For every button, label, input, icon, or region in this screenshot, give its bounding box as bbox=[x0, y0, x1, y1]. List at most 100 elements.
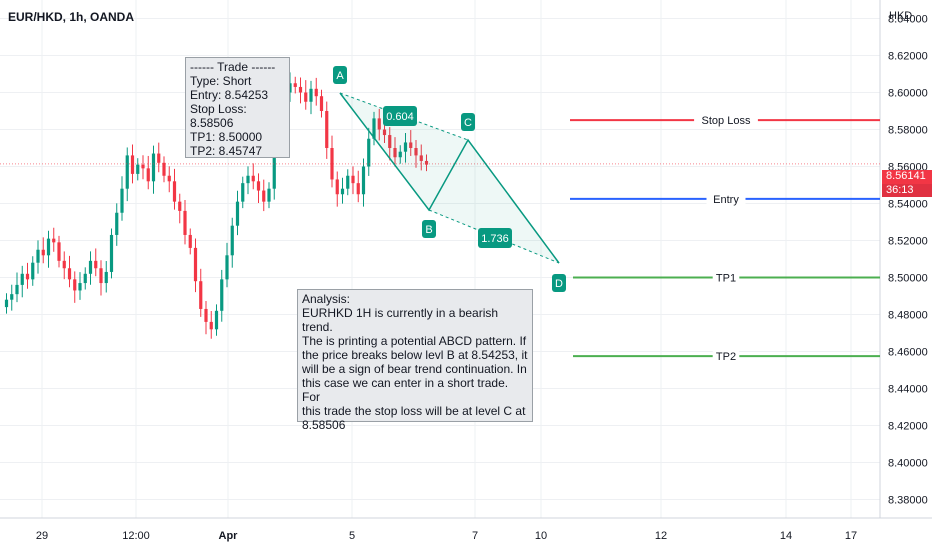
ratio-badge bbox=[478, 228, 512, 248]
ratio-badge bbox=[383, 106, 417, 126]
candle-body bbox=[178, 201, 182, 211]
candle-body bbox=[188, 234, 192, 248]
point-label-B: B bbox=[425, 224, 432, 236]
x-tick-label: 12 bbox=[655, 530, 667, 542]
x-tick-label: Apr bbox=[219, 530, 239, 542]
point-label-C: C bbox=[464, 117, 472, 129]
candle-body bbox=[335, 179, 339, 195]
candle-body bbox=[199, 281, 203, 309]
candle-body bbox=[115, 212, 119, 235]
y-tick-label: 8.62000 bbox=[888, 51, 928, 63]
candle-body bbox=[214, 310, 219, 330]
candle-body bbox=[393, 148, 397, 158]
candle-body bbox=[356, 183, 360, 195]
candle-body bbox=[267, 188, 271, 202]
bd-dashed bbox=[428, 209, 560, 264]
candle-body bbox=[57, 242, 61, 261]
abcd-path bbox=[339, 92, 560, 264]
candle-body bbox=[104, 271, 108, 284]
candle-body bbox=[25, 273, 30, 280]
point-label-A: A bbox=[336, 70, 344, 82]
ratio-label: 1.736 bbox=[481, 233, 509, 245]
x-tick-label: 12:00 bbox=[122, 530, 150, 542]
level-label-tp2: TP2 bbox=[716, 351, 736, 363]
candle-body bbox=[88, 260, 93, 274]
point-badge-D bbox=[552, 274, 566, 292]
point-label-D: D bbox=[555, 278, 563, 290]
candle-body bbox=[20, 273, 24, 285]
candle-body bbox=[220, 279, 224, 311]
candle-body bbox=[298, 86, 303, 93]
bcd-triangle bbox=[429, 140, 559, 263]
candle-body bbox=[351, 175, 355, 184]
trade-info-box: ------ Trade ------ Type: Short Entry: 8… bbox=[185, 57, 290, 158]
x-tick-label: 7 bbox=[472, 530, 478, 542]
candle-body bbox=[256, 181, 261, 191]
candle-body bbox=[46, 238, 51, 256]
candle-body bbox=[424, 160, 429, 165]
candle-body bbox=[167, 175, 171, 182]
candle-body bbox=[193, 247, 198, 282]
ratio-label: 0.604 bbox=[386, 111, 414, 123]
candle-body bbox=[361, 166, 366, 195]
candle-body bbox=[246, 175, 250, 184]
chart-title: EUR/HKD, 1h, OANDA bbox=[8, 10, 135, 24]
x-tick-label: 5 bbox=[349, 530, 355, 542]
candle-body bbox=[262, 190, 266, 202]
candle-body bbox=[157, 153, 161, 163]
y-tick-label: 8.60000 bbox=[888, 88, 928, 100]
x-tick-label: 17 bbox=[845, 530, 857, 542]
candle-body bbox=[83, 273, 87, 284]
candle-body bbox=[230, 225, 234, 256]
candle-body bbox=[136, 164, 140, 174]
candle-body bbox=[377, 118, 381, 130]
candle-body bbox=[109, 234, 114, 272]
candle-body bbox=[120, 188, 124, 213]
candle-body bbox=[372, 118, 376, 139]
y-tick-label: 8.42000 bbox=[888, 421, 928, 433]
candle-body bbox=[67, 268, 72, 280]
current-price-tag: 8.56141 bbox=[882, 170, 932, 184]
candle-body bbox=[52, 238, 56, 243]
candle-body bbox=[382, 129, 387, 136]
y-tick-label: 8.58000 bbox=[888, 125, 928, 137]
candle-body bbox=[36, 249, 40, 263]
candle-body bbox=[130, 155, 135, 174]
candle-body bbox=[293, 83, 297, 87]
candle-body bbox=[10, 294, 14, 300]
y-tick-label: 8.64000 bbox=[888, 14, 928, 26]
abc-triangle bbox=[340, 93, 468, 210]
candle-body bbox=[209, 321, 213, 330]
candle-body bbox=[367, 138, 371, 167]
candle-body bbox=[340, 188, 345, 195]
candle-body bbox=[78, 283, 82, 291]
candle-body bbox=[288, 83, 292, 93]
candle-body bbox=[4, 299, 9, 308]
candle-body bbox=[346, 175, 350, 189]
candle-body bbox=[162, 162, 166, 176]
point-badge-A bbox=[333, 66, 347, 84]
y-tick-label: 8.46000 bbox=[888, 347, 928, 359]
y-tick-label: 8.44000 bbox=[888, 384, 928, 396]
candle-body bbox=[31, 262, 35, 280]
candle-body bbox=[141, 164, 145, 169]
x-tick-label: 29 bbox=[36, 530, 48, 542]
candle-body bbox=[409, 142, 413, 148]
candle-body bbox=[73, 279, 77, 291]
countdown-tag: 36:13 bbox=[882, 184, 932, 197]
candle-body bbox=[235, 201, 240, 226]
candle-body bbox=[15, 284, 19, 295]
point-badge-C bbox=[461, 113, 475, 131]
candle-body bbox=[251, 175, 255, 182]
candle-body bbox=[94, 260, 98, 269]
candle-body bbox=[309, 88, 313, 102]
y-tick-label: 8.48000 bbox=[888, 310, 928, 322]
y-tick-label: 8.54000 bbox=[888, 199, 928, 211]
candle-body bbox=[225, 255, 229, 280]
y-tick-label: 8.38000 bbox=[888, 495, 928, 507]
candle-body bbox=[414, 148, 418, 156]
level-label-stop_loss: Stop Loss bbox=[702, 115, 751, 127]
candle-body bbox=[325, 111, 329, 148]
